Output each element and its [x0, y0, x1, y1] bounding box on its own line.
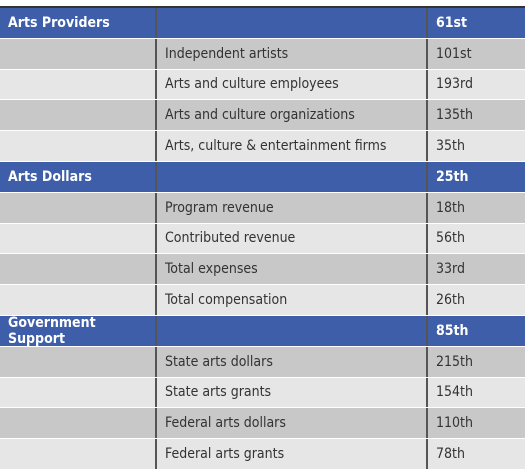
empty-cell — [0, 439, 157, 469]
item-row: Arts and culture employees 193rd — [0, 69, 525, 101]
item-label: Arts and culture employees — [157, 69, 428, 100]
item-row: State arts dollars 215th — [0, 346, 525, 378]
empty-cell — [157, 8, 428, 38]
item-label: State arts grants — [157, 377, 428, 408]
empty-cell — [0, 100, 157, 131]
section-row: Arts Providers 61st — [0, 8, 525, 39]
item-row: Arts and culture organizations 135th — [0, 100, 525, 132]
item-rank: 35th — [436, 138, 465, 155]
empty-cell — [0, 69, 157, 100]
item-rank: 33rd — [436, 261, 465, 278]
empty-cell — [0, 285, 157, 315]
item-rank: 56th — [436, 230, 465, 247]
item-label: Arts and culture organizations — [157, 100, 428, 131]
item-rank: 135th — [436, 107, 473, 124]
empty-cell — [0, 408, 157, 439]
section-title: Arts Providers — [0, 8, 157, 38]
section-row: Government Support 85th — [0, 315, 525, 347]
item-rank: 193rd — [436, 76, 473, 93]
section-rank: 85th — [436, 322, 469, 339]
item-rank: 26th — [436, 292, 465, 309]
item-label: Independent artists — [157, 38, 428, 69]
empty-cell — [0, 131, 157, 161]
item-label: Total compensation — [157, 285, 428, 315]
empty-cell — [0, 254, 157, 285]
empty-cell — [0, 223, 157, 254]
item-rank: 110th — [436, 415, 473, 432]
item-row: State arts grants 154th — [0, 377, 525, 409]
item-rank: 215th — [436, 353, 473, 370]
section-title: Government Support — [0, 315, 157, 347]
empty-cell — [0, 192, 157, 223]
empty-cell — [0, 346, 157, 377]
empty-cell — [0, 377, 157, 408]
rankings-table: Arts Providers 61st Independent artists 101… — [0, 6, 525, 470]
item-row: Contributed revenue 56th — [0, 223, 525, 255]
item-rank: 78th — [436, 446, 465, 463]
item-row: Federal arts dollars 110th — [0, 408, 525, 440]
section-rank: 61st — [436, 14, 468, 31]
item-label: Contributed revenue — [157, 223, 428, 254]
item-row: Total compensation 26th — [0, 285, 525, 316]
item-rank: 101st — [436, 45, 472, 62]
item-rank: 154th — [436, 384, 473, 401]
item-row: Independent artists 101st — [0, 38, 525, 70]
item-label: Total expenses — [157, 254, 428, 285]
item-row: Federal arts grants 78th — [0, 439, 525, 470]
item-label: Arts, culture & entertainment firms — [157, 131, 428, 161]
empty-cell — [157, 161, 428, 192]
item-label: Program revenue — [157, 192, 428, 223]
empty-cell — [0, 38, 157, 69]
item-label: State arts dollars — [157, 346, 428, 377]
section-title: Arts Dollars — [0, 161, 157, 192]
section-rank: 25th — [436, 168, 469, 185]
item-label: Federal arts dollars — [157, 408, 428, 439]
item-row: Total expenses 33rd — [0, 254, 525, 286]
section-row: Arts Dollars 25th — [0, 161, 525, 193]
item-row: Program revenue 18th — [0, 192, 525, 224]
item-row: Arts, culture & entertainment firms 35th — [0, 131, 525, 162]
item-rank: 18th — [436, 199, 465, 216]
item-label: Federal arts grants — [157, 439, 428, 469]
empty-cell — [157, 315, 428, 346]
